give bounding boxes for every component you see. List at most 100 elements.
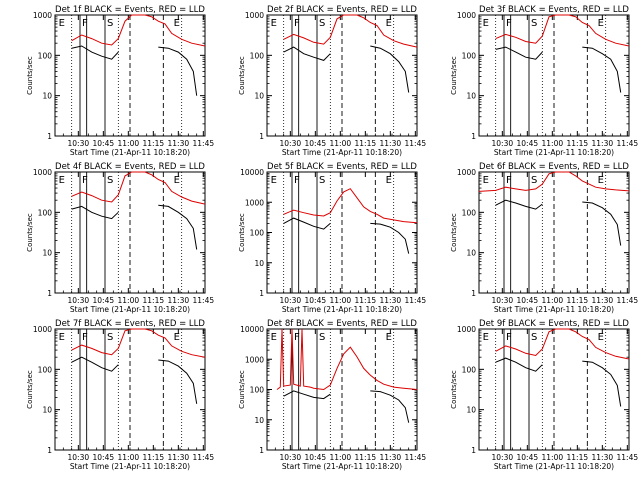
phase-marker-s: S — [107, 332, 113, 343]
events-series-line — [283, 46, 331, 61]
phase-marker-f: F — [82, 332, 88, 343]
x-axis-label: Start Time (21-Apr-11 10:18:20) — [282, 305, 402, 314]
x-tick-label: 11:00 — [118, 453, 140, 462]
y-tick-label: 1 — [47, 446, 52, 455]
y-axis-label: Counts/sec — [238, 56, 246, 95]
y-tick-label: 1000 — [457, 11, 476, 20]
x-tick-label: 10:45 — [305, 296, 327, 305]
detector-panel-7: Det 7f BLACK = Events, RED = LLD 1 10 100 10… — [26, 319, 214, 471]
y-tick-label: 10 — [466, 249, 476, 258]
x-tick-label: 11:15 — [355, 453, 377, 462]
events-series-line — [158, 204, 198, 250]
phase-marker-f: F — [82, 18, 88, 29]
phase-marker-e: E — [271, 18, 277, 29]
x-tick-label: 11:30 — [592, 296, 614, 305]
x-tick-label: 11:30 — [168, 139, 190, 148]
phase-marker-e: E — [483, 332, 489, 343]
x-tick-label: 11:45 — [617, 453, 639, 462]
x-axis-label: Start Time (21-Apr-11 10:18:20) — [282, 148, 402, 157]
phase-marker-f: F — [294, 175, 300, 186]
lld-series-line — [283, 14, 418, 48]
phase-marker-e: E — [174, 175, 180, 186]
y-tick-label: 100 — [462, 365, 477, 374]
phase-marker-f: F — [506, 332, 512, 343]
events-series-line — [283, 217, 331, 230]
x-tick-label: 11:30 — [380, 296, 402, 305]
y-tick-label: 1000 — [245, 198, 264, 207]
x-tick-label: 10:30 — [68, 139, 90, 148]
phase-marker-f: F — [506, 175, 512, 186]
y-tick-label: 1 — [259, 132, 264, 141]
y-axis-label: Counts/sec — [450, 370, 458, 409]
events-series-line — [582, 360, 622, 407]
events-series-line — [283, 390, 331, 400]
x-tick-label: 10:45 — [93, 453, 115, 462]
x-tick-label: 10:30 — [280, 139, 302, 148]
y-axis-label: Counts/sec — [26, 56, 34, 95]
y-tick-label: 1000 — [457, 325, 476, 334]
x-tick-label: 11:30 — [592, 139, 614, 148]
lld-series-line — [71, 171, 206, 205]
y-tick-label: 100 — [250, 386, 265, 395]
y-tick-label: 10 — [42, 249, 52, 258]
phase-marker-e: E — [386, 332, 392, 343]
y-axis-label: Counts/sec — [26, 370, 34, 409]
x-tick-label: 11:30 — [592, 453, 614, 462]
x-axis-label: Start Time (21-Apr-11 10:18:20) — [70, 148, 190, 157]
y-axis-label: Counts/sec — [26, 213, 34, 252]
panel-title: Det 8f BLACK = Events, RED = LLD — [267, 319, 417, 329]
y-tick-label: 1 — [47, 132, 52, 141]
y-tick-label: 10 — [42, 92, 52, 101]
events-series-line — [71, 356, 119, 372]
phase-marker-e: E — [59, 332, 65, 343]
y-tick-label: 10 — [254, 416, 264, 425]
x-tick-label: 10:30 — [68, 453, 90, 462]
y-tick-label: 10 — [466, 406, 476, 415]
x-tick-label: 11:15 — [143, 453, 165, 462]
events-series-line — [158, 46, 198, 96]
x-tick-label: 11:15 — [143, 296, 165, 305]
x-tick-label: 11:15 — [355, 139, 377, 148]
x-tick-label: 11:15 — [567, 139, 589, 148]
x-tick-label: 11:45 — [617, 296, 639, 305]
x-axis-label: Start Time (21-Apr-11 10:18:20) — [70, 462, 190, 471]
x-tick-label: 11:45 — [405, 296, 427, 305]
y-tick-label: 10 — [466, 92, 476, 101]
detector-panel-6: Det 6f BLACK = Events, RED = LLD 1 10 100 10… — [450, 162, 638, 314]
lld-series-line — [495, 14, 630, 47]
y-tick-label: 100 — [462, 208, 477, 217]
x-tick-label: 11:00 — [542, 296, 564, 305]
y-axis-label: Counts/sec — [238, 370, 246, 409]
y-tick-label: 10 — [254, 92, 264, 101]
y-tick-label: 10000 — [240, 325, 264, 334]
detector-panel-4: Det 4f BLACK = Events, RED = LLD 1 10 100 10… — [26, 162, 214, 314]
x-tick-label: 11:45 — [405, 453, 427, 462]
detector-panel-9: Det 9f BLACK = Events, RED = LLD 1 10 100 10… — [450, 319, 638, 471]
y-tick-label: 1000 — [245, 11, 264, 20]
lld-series-line — [283, 188, 418, 224]
phase-marker-s: S — [531, 175, 537, 186]
x-tick-label: 10:45 — [517, 453, 539, 462]
phase-marker-e: E — [271, 175, 277, 186]
x-tick-label: 10:30 — [492, 296, 514, 305]
lld-series-line — [478, 171, 630, 192]
x-axis-label: Start Time (21-Apr-11 10:18:20) — [494, 305, 614, 314]
phase-marker-e: E — [271, 332, 277, 343]
panel-title: Det 9f BLACK = Events, RED = LLD — [479, 319, 629, 329]
y-tick-label: 1000 — [457, 168, 476, 177]
panel-title: Det 5f BLACK = Events, RED = LLD — [267, 162, 417, 172]
events-series-line — [370, 390, 410, 423]
phase-marker-e: E — [483, 175, 489, 186]
events-series-line — [158, 359, 198, 404]
phase-marker-s: S — [319, 332, 325, 343]
panel-title: Det 3f BLACK = Events, RED = LLD — [479, 5, 629, 15]
x-tick-label: 11:30 — [168, 296, 190, 305]
x-tick-label: 11:15 — [567, 453, 589, 462]
x-tick-label: 11:30 — [380, 453, 402, 462]
phase-marker-e: E — [59, 18, 65, 29]
x-axis-label: Start Time (21-Apr-11 10:18:20) — [282, 462, 402, 471]
events-series-line — [71, 205, 119, 220]
detector-panel-5: Det 5f BLACK = Events, RED = LLD 1 10 100 10… — [238, 162, 426, 314]
y-tick-label: 1000 — [33, 168, 52, 177]
y-tick-label: 1 — [259, 289, 264, 298]
